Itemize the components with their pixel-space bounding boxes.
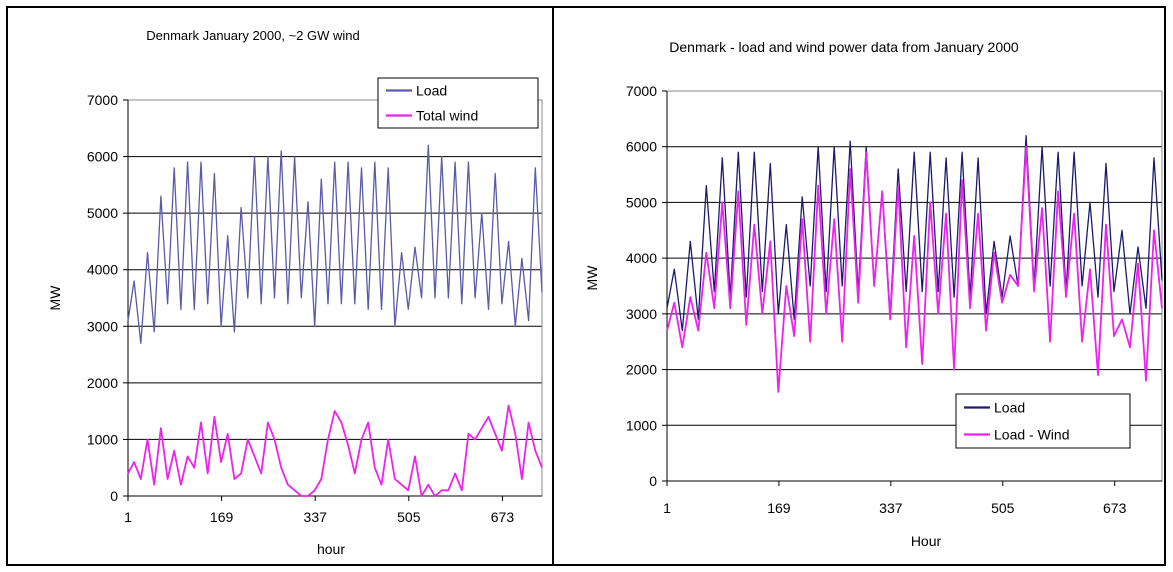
series-line-1 [666,145,1163,393]
y-tick-label: 2000 [87,375,118,391]
y-tick-label: 1000 [87,431,118,447]
y-tick-label: 7000 [626,83,657,99]
plot-area-border [127,99,543,497]
chart-panel-right: Denmark - load and wind power data from … [554,8,1164,564]
y-tick-label: 2000 [626,362,657,378]
y-tick-label: 3000 [87,318,118,334]
x-tick-label: 1 [663,500,671,516]
series-lines [127,144,543,497]
legend-label: Load [994,400,1025,416]
gridlines [128,99,542,440]
series-line-1 [127,404,543,497]
series-line-0 [127,144,543,344]
chart-title: Denmark January 2000, ~2 GW wind [146,28,360,43]
y-tick-label: 4000 [626,250,657,266]
chart-left: Denmark January 2000, ~2 GW wind 0 1000 20… [47,28,543,557]
x-tick-label: 673 [491,509,515,525]
legend-label: Load [416,83,447,99]
chart-panel-left: Denmark January 2000, ~2 GW wind 0 1000 20… [8,8,554,564]
series-lines [666,134,1163,393]
x-tick-label: 673 [1103,500,1127,516]
y-tick-label: 5000 [626,194,657,210]
y-tick-label: 0 [110,488,118,504]
legend: Load Load - Wind [955,393,1131,449]
legend-box [955,393,1131,449]
y-tick-label: 6000 [87,149,118,165]
y-tick-label: 7000 [87,92,118,108]
y-axis: 0 1000 2000 3000 4000 5000 6000 7000 [626,83,668,489]
figure-frame: Denmark January 2000, ~2 GW wind 0 1000 20… [6,6,1166,566]
y-tick-label: 3000 [626,306,657,322]
x-tick-label: 505 [991,500,1015,516]
legend-box [377,77,539,129]
y-tick-label: 0 [649,473,657,489]
y-tick-label: 6000 [626,139,657,155]
legend-label: Load - Wind [994,427,1069,443]
legend: Load Total wind [377,77,539,129]
series-line-0 [666,134,1163,332]
chart-title: Denmark - load and wind power data from … [669,39,1019,55]
x-tick-label: 505 [397,509,421,525]
x-tick-label: 1 [124,509,132,525]
x-tick-label: 337 [304,509,328,525]
y-tick-label: 5000 [87,205,118,221]
chart-right: Denmark - load and wind power data from … [584,39,1163,549]
x-tick-label: 169 [767,500,791,516]
x-tick-label: 169 [210,509,234,525]
y-axis: 0 1000 2000 3000 4000 5000 6000 7000 [87,92,129,504]
y-axis-label: MW [47,285,63,311]
x-axis: 1 169 337 505 673 [663,480,1162,516]
y-axis-label: MW [584,265,600,291]
y-tick-label: 4000 [87,262,118,278]
y-tick-label: 1000 [626,417,657,433]
x-axis-label: hour [317,541,345,557]
legend-label: Total wind [416,108,478,124]
x-axis-label: Hour [911,533,942,549]
gridlines [667,90,1162,426]
x-tick-label: 337 [879,500,903,516]
x-axis: 1 169 337 505 673 [124,495,542,525]
